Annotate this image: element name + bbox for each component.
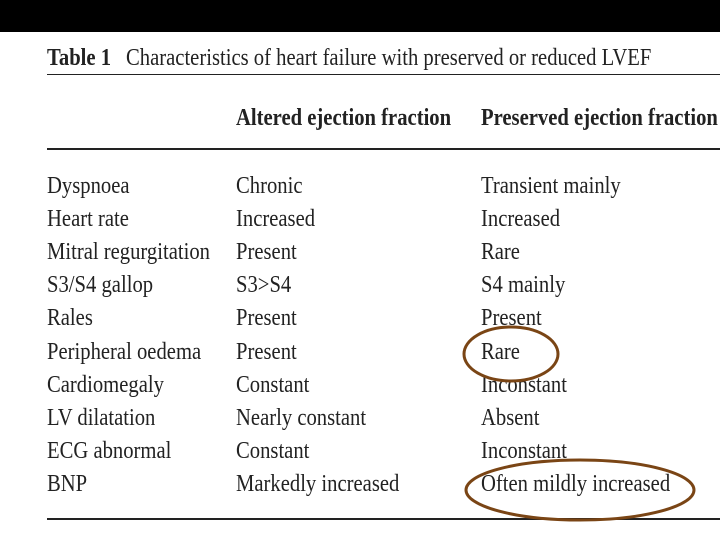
column-header: Preserved ejection fraction bbox=[481, 105, 718, 131]
table-cell: S4 mainly bbox=[481, 272, 566, 299]
row-label: Peripheral oedema bbox=[47, 338, 202, 365]
table-title: Characteristics of heart failure with pr… bbox=[126, 45, 652, 71]
highlight-circle bbox=[464, 458, 696, 522]
row-label: Mitral regurgitation bbox=[47, 239, 210, 266]
table-cell: Inconstant bbox=[481, 437, 567, 464]
table-cell: Absent bbox=[481, 404, 540, 431]
table-cell: Constant bbox=[236, 371, 310, 398]
table-cell: Often mildly increased bbox=[481, 470, 671, 497]
table-cell: Inconstant bbox=[481, 371, 567, 398]
rule bbox=[47, 74, 720, 75]
table-cell: Present bbox=[236, 338, 297, 365]
table-cell: Increased bbox=[481, 206, 561, 233]
row-label: ECG abnormal bbox=[47, 437, 172, 464]
table-cell: Increased bbox=[236, 206, 316, 233]
table-cell: Present bbox=[236, 305, 297, 332]
row-label: BNP bbox=[47, 470, 88, 497]
row-label: Cardiomegaly bbox=[47, 371, 164, 398]
row-label: Dyspnoea bbox=[47, 173, 130, 199]
top-bar bbox=[0, 0, 720, 32]
table-cell: Present bbox=[236, 239, 297, 266]
table-cell: S3>S4 bbox=[236, 272, 292, 299]
table-cell: Rare bbox=[481, 338, 520, 365]
row-label: Rales bbox=[47, 305, 93, 332]
table-cell: Constant bbox=[236, 437, 310, 464]
highlight-circle bbox=[462, 325, 560, 383]
rule bbox=[47, 518, 720, 520]
column-header: Altered ejection fraction bbox=[236, 105, 452, 131]
row-label: S3/S4 gallop bbox=[47, 272, 154, 299]
table-cell: Transient mainly bbox=[481, 173, 621, 199]
table-cell: Nearly constant bbox=[236, 404, 367, 431]
table-label: Table 1 bbox=[47, 45, 112, 71]
row-label: LV dilatation bbox=[47, 404, 156, 431]
table-cell: Rare bbox=[481, 239, 520, 266]
row-label: Heart rate bbox=[47, 206, 129, 233]
table-cell: Markedly increased bbox=[236, 470, 400, 497]
table-cell: Chronic bbox=[236, 173, 303, 199]
rule bbox=[47, 148, 720, 150]
